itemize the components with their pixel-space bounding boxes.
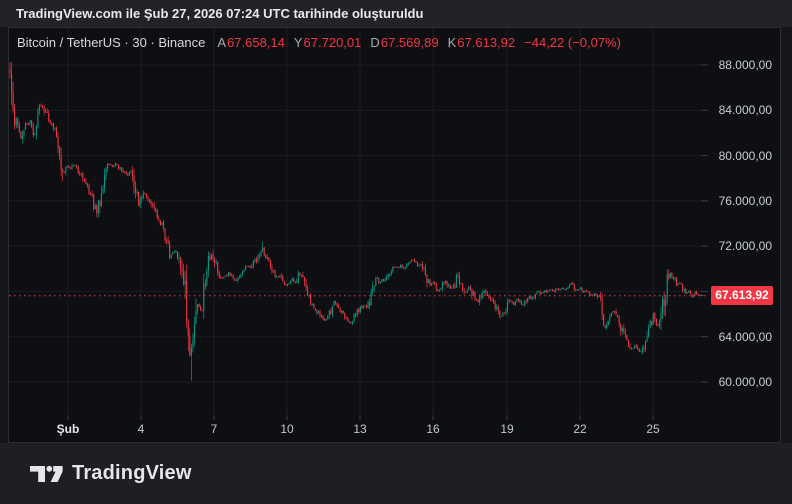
tradingview-logo[interactable]: TradingView bbox=[30, 462, 192, 485]
time-axis-label: 10 bbox=[280, 422, 294, 436]
time-axis-label: 22 bbox=[573, 422, 587, 436]
time-axis-label: 4 bbox=[137, 422, 145, 436]
time-axis-label: 19 bbox=[500, 422, 514, 436]
time-axis-label: 16 bbox=[426, 422, 440, 436]
ohlc-item: Y67.720,01 bbox=[293, 34, 362, 50]
time-axis: Şub 4 7 10 13 16 19 22 25 bbox=[9, 415, 708, 442]
attribution-bar: TradingView.com ile Şub 27, 2026 07:24 U… bbox=[0, 0, 792, 27]
time-axis-label: 7 bbox=[210, 422, 218, 436]
time-axis-label: 25 bbox=[646, 422, 660, 436]
tradingview-brand-text: TradingView bbox=[72, 462, 192, 484]
chart-legend: Bitcoin / TetherUS · 30 · Binance A67.65… bbox=[17, 33, 621, 51]
symbol-title: Bitcoin / TetherUS · 30 · Binance bbox=[17, 34, 206, 50]
attribution-text: TradingView.com ile Şub 27, 2026 07:24 U… bbox=[16, 6, 424, 21]
chart-widget: Bitcoin / TetherUS · 30 · Binance A67.65… bbox=[8, 27, 781, 443]
chart-canvas bbox=[9, 28, 709, 420]
last-price-tag: 67.613,92 bbox=[711, 286, 773, 306]
ohlc-item: D67.569,89 bbox=[370, 34, 439, 50]
tradingview-logo-icon bbox=[30, 465, 63, 482]
ohlc-item: K67.613,92 bbox=[447, 34, 516, 50]
ohlc-values: A67.658,14 Y67.720,01 D67.569,89 K67.613,92 bbox=[205, 35, 515, 50]
time-axis-label: Şub bbox=[56, 422, 80, 436]
time-axis-label: 13 bbox=[353, 422, 367, 436]
price-change: −44,22 (−0,07%) bbox=[524, 34, 621, 50]
ohlc-item: A67.658,14 bbox=[217, 34, 285, 50]
footer-bar: TradingView bbox=[0, 443, 792, 504]
